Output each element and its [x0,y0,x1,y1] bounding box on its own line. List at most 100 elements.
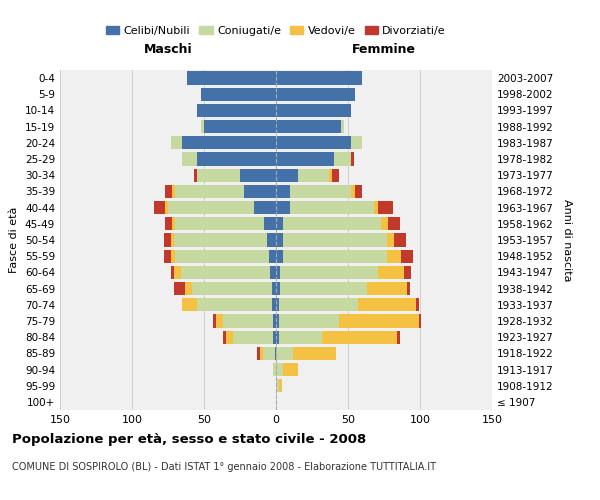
Bar [223,314,273,328]
Bar [175,185,244,198]
Bar [276,88,355,101]
Bar [226,330,233,344]
Bar [279,379,282,392]
Bar [174,234,268,246]
Bar [293,346,337,360]
Bar [341,120,344,134]
Bar [276,120,341,134]
Bar [165,201,168,214]
Bar [367,282,407,295]
Bar [283,250,387,263]
Bar [283,234,387,246]
Text: Femmine: Femmine [352,44,416,57]
Bar [355,185,362,198]
Bar [187,72,276,85]
Bar [204,120,276,134]
Bar [164,234,171,246]
Bar [171,266,174,279]
Bar [332,168,340,182]
Bar [276,266,280,279]
Bar [273,330,276,344]
Bar [182,152,197,166]
Bar [401,250,413,263]
Bar [340,314,419,328]
Bar [254,201,276,214]
Bar [194,168,197,182]
Bar [276,72,362,85]
Bar [171,250,175,263]
Bar [165,185,172,198]
Bar [174,266,181,279]
Text: COMUNE DI SOSPIROLO (BL) - Dati ISTAT 1° gennaio 2008 - Elaborazione TUTTITALIA.: COMUNE DI SOSPIROLO (BL) - Dati ISTAT 1°… [12,462,436,472]
Bar [276,168,298,182]
Bar [223,330,226,344]
Bar [172,185,175,198]
Bar [197,298,272,312]
Bar [182,136,276,149]
Bar [257,346,260,360]
Bar [272,298,276,312]
Bar [171,234,174,246]
Bar [404,266,412,279]
Bar [276,201,290,214]
Bar [165,217,172,230]
Bar [175,250,269,263]
Bar [358,298,416,312]
Bar [283,363,298,376]
Bar [276,185,290,198]
Bar [374,201,378,214]
Bar [171,136,182,149]
Bar [265,217,276,230]
Bar [283,217,381,230]
Bar [276,152,334,166]
Bar [260,346,263,360]
Bar [276,314,279,328]
Bar [276,217,283,230]
Bar [272,282,276,295]
Bar [276,379,279,392]
Bar [290,185,351,198]
Bar [351,152,354,166]
Legend: Celibi/Nubili, Coniugati/e, Vedovi/e, Divorziati/e: Celibi/Nubili, Coniugati/e, Vedovi/e, Di… [101,21,451,40]
Bar [276,250,283,263]
Bar [280,266,378,279]
Bar [197,152,276,166]
Bar [290,201,374,214]
Bar [276,298,279,312]
Bar [378,201,392,214]
Bar [154,201,165,214]
Bar [172,217,175,230]
Bar [322,330,397,344]
Bar [298,168,329,182]
Bar [381,217,388,230]
Bar [240,168,276,182]
Bar [279,298,358,312]
Bar [197,104,276,117]
Bar [263,346,275,360]
Y-axis label: Fasce di età: Fasce di età [10,207,19,273]
Bar [212,314,215,328]
Bar [193,282,272,295]
Bar [275,346,276,360]
Bar [387,234,394,246]
Bar [279,330,322,344]
Bar [273,363,276,376]
Bar [351,136,362,149]
Bar [164,250,171,263]
Bar [388,217,400,230]
Bar [174,282,185,295]
Bar [197,168,240,182]
Bar [185,282,193,295]
Bar [273,314,276,328]
Bar [419,314,421,328]
Bar [276,330,279,344]
Bar [329,168,332,182]
Bar [244,185,276,198]
Bar [270,266,276,279]
Bar [276,363,283,376]
Bar [182,298,197,312]
Bar [416,298,419,312]
Bar [276,136,351,149]
Bar [175,217,265,230]
Bar [215,314,223,328]
